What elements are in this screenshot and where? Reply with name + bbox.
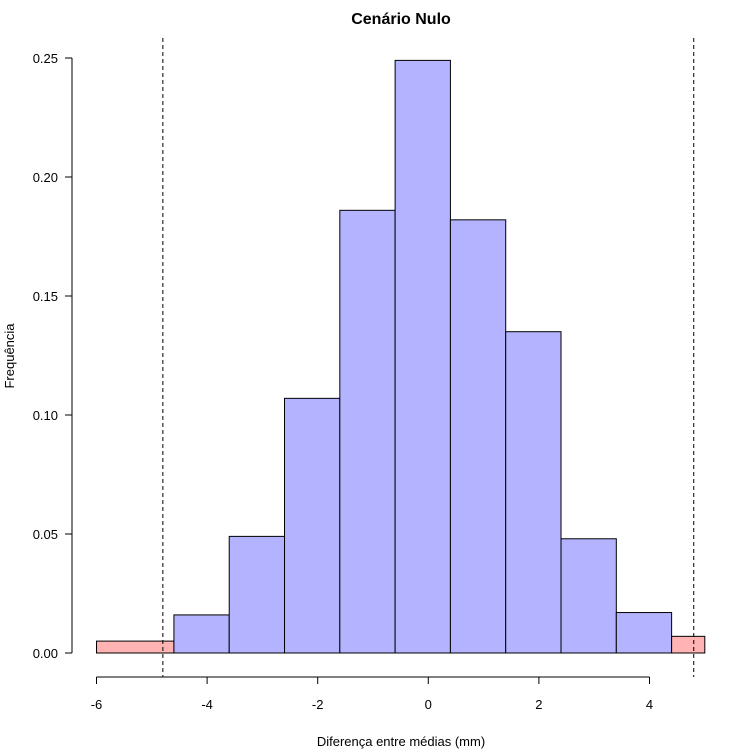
- y-tick-label-4: 0.20: [33, 170, 58, 185]
- reference-lines-group: [162, 38, 695, 677]
- histogram-bar-5: [394, 59, 451, 654]
- histogram-bar-4: [339, 209, 396, 654]
- histogram-bar-6: [449, 219, 507, 654]
- x-tick-label-3: 0: [425, 697, 432, 712]
- x-tick-label-0: -6: [91, 697, 103, 712]
- y-axis-label: Frequência: [2, 323, 17, 389]
- x-axis-label: Diferença entre médias (mm): [317, 734, 485, 749]
- bars-group: [96, 59, 706, 654]
- histogram-bar-1: [173, 614, 230, 654]
- x-tick-label-1: -4: [201, 697, 213, 712]
- x-axis: -6 -4 -2 0 2 4: [91, 676, 653, 712]
- x-tick-label-4: 2: [535, 697, 542, 712]
- histogram-bar-2: [228, 535, 286, 654]
- y-tick-label-3: 0.15: [33, 289, 58, 304]
- chart-title: Cenário Nulo: [351, 11, 451, 28]
- histogram-bar-3: [284, 397, 341, 654]
- y-tick-label-2: 0.10: [33, 408, 58, 423]
- x-tick-label-5: 4: [646, 697, 653, 712]
- x-tick-label-2: -2: [312, 697, 324, 712]
- y-axis: 0.00 0.05 0.10 0.15 0.20 0.25: [33, 51, 73, 661]
- y-tick-label-5: 0.25: [33, 51, 58, 66]
- histogram-bar-0: [96, 640, 175, 654]
- histogram-bar-7: [505, 331, 562, 654]
- histogram-bar-9: [615, 612, 673, 654]
- histogram-bar-8: [560, 538, 617, 654]
- histogram-bar-10: [671, 635, 706, 654]
- y-tick-label-1: 0.05: [33, 527, 58, 542]
- y-tick-label-0: 0.00: [33, 646, 58, 661]
